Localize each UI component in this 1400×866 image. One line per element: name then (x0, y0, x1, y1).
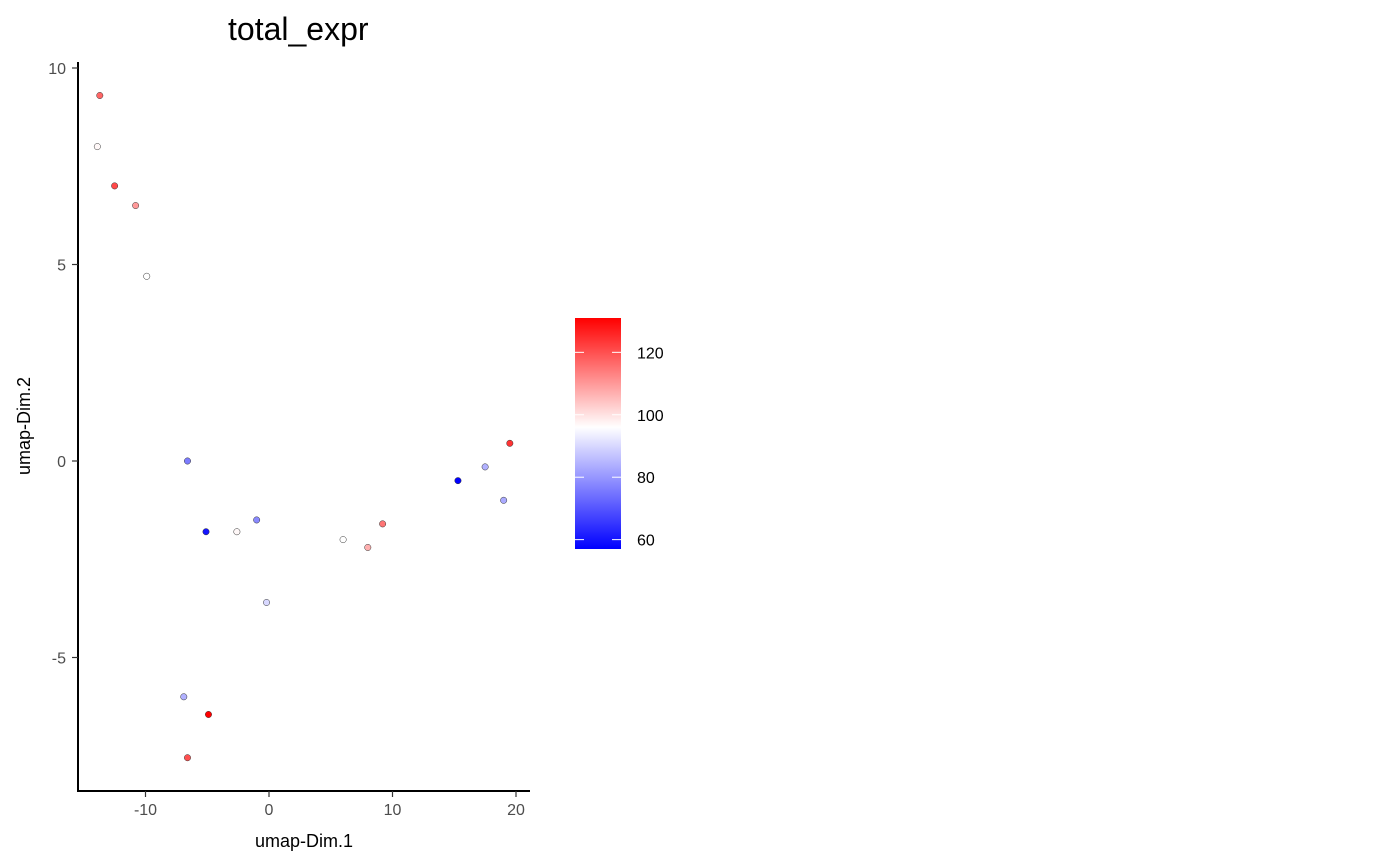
scatter-point (96, 92, 104, 99)
scatter-point (184, 457, 191, 465)
y-axis-title: umap-Dim.2 (14, 377, 34, 475)
x-axis-ticks: -10 0 10 20 (134, 791, 525, 819)
x-tick-label: -10 (134, 802, 157, 819)
colorbar-tick-label: 120 (637, 345, 664, 362)
scatter-point (202, 528, 210, 536)
scatter-point (500, 496, 508, 504)
colorbar-ticks: 60 80 100 120 (575, 345, 664, 550)
x-tick-label: 10 (384, 802, 402, 819)
scatter-point (339, 536, 347, 544)
scatter-point (233, 528, 241, 536)
x-tick-label: 20 (507, 802, 525, 819)
scatter-point (180, 693, 188, 701)
chart-title: total_expr (228, 11, 369, 47)
colorbar-gradient (575, 318, 621, 549)
y-tick-label: 5 (57, 258, 66, 275)
scatter-point (253, 516, 261, 524)
y-tick-label: 0 (57, 454, 66, 471)
scatter-point (93, 143, 101, 151)
y-tick-label: 10 (48, 61, 66, 78)
colorbar-legend: 60 80 100 120 (575, 318, 664, 550)
scatter-point (184, 754, 191, 762)
points-layer (93, 92, 514, 762)
colorbar-tick-label: 100 (637, 408, 664, 425)
scatter-point (132, 202, 140, 210)
scatter-point (205, 711, 212, 718)
scatter-point (379, 520, 387, 528)
scatter-point (364, 544, 372, 551)
y-axis-ticks: -5 0 5 10 (48, 61, 78, 668)
scatter-point (481, 463, 489, 471)
y-tick-label: -5 (52, 651, 66, 668)
x-axis-title: umap-Dim.1 (255, 831, 353, 851)
scatter-point (454, 477, 462, 485)
scatter-point (143, 272, 151, 280)
scatter-point (111, 182, 119, 190)
colorbar-tick-label: 80 (637, 470, 655, 487)
colorbar-tick-label: 60 (637, 533, 655, 550)
x-tick-label: 0 (265, 802, 274, 819)
scatter-point (263, 599, 270, 606)
scatter-point (506, 439, 514, 447)
